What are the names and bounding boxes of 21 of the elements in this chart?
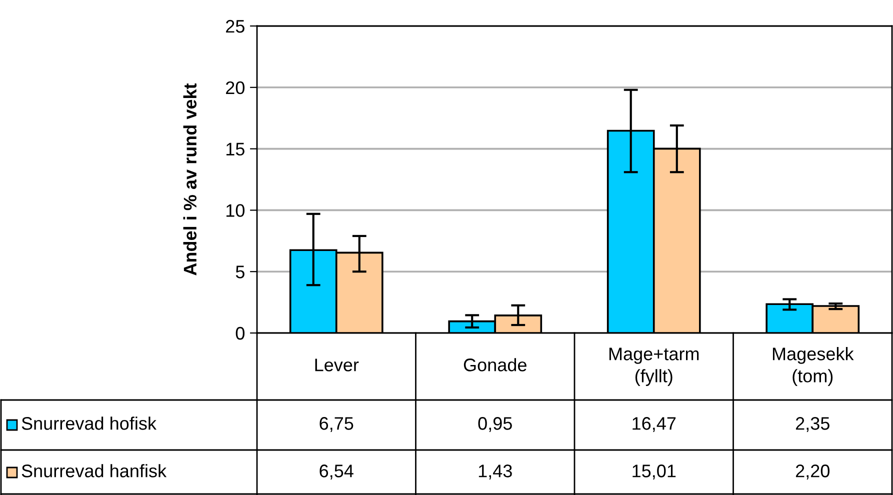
y-tick-label: 10 [226,204,244,217]
legend-label: Snurrevad hanfisk [22,464,167,478]
y-tick-label: 25 [226,20,244,33]
data-label: 2,20 [796,464,830,480]
data-label: 15,01 [632,464,676,480]
x-tick-label: Gonade [464,358,526,372]
data-label: 6,54 [320,464,354,480]
data-label: 16,47 [632,417,676,432]
data-label: 2,35 [796,417,830,432]
y-tick-label: 20 [226,81,244,94]
y-axis-title: Andel i % av rund vekt [183,83,197,276]
legend-label: Snurrevad hofisk [22,416,157,430]
data-label: 6,75 [320,417,354,432]
data-label: 0,95 [478,417,512,432]
x-tick-label: Mage+tarm (fyllt) [609,348,699,386]
y-tick-label: 15 [226,142,244,156]
y-tick-label: 0 [236,326,244,340]
y-tick-label: 5 [236,266,244,278]
data-label: 1,43 [478,464,512,480]
x-tick-label: Lever [315,358,359,372]
x-tick-label: Magesekk (tom) [772,347,854,386]
